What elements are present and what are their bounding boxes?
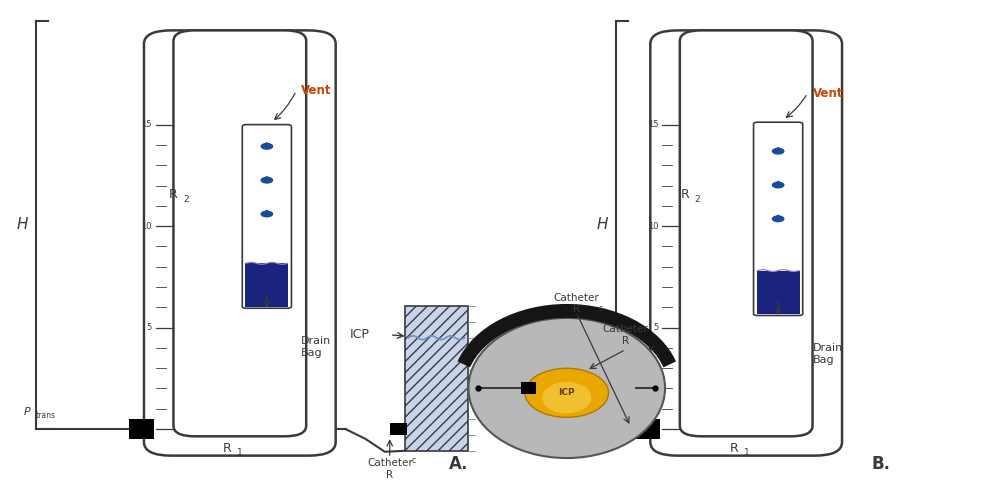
Text: 10: 10 xyxy=(648,222,659,231)
Polygon shape xyxy=(772,214,784,218)
Text: Drain
Bag: Drain Bag xyxy=(302,336,331,358)
Text: B.: B. xyxy=(872,454,891,472)
Text: Pump: Pump xyxy=(489,398,515,408)
Text: 1: 1 xyxy=(743,448,749,457)
FancyBboxPatch shape xyxy=(475,390,528,416)
Ellipse shape xyxy=(772,215,785,222)
Polygon shape xyxy=(261,209,272,213)
Ellipse shape xyxy=(542,382,592,413)
FancyBboxPatch shape xyxy=(651,30,842,456)
Ellipse shape xyxy=(260,210,273,218)
FancyBboxPatch shape xyxy=(679,30,812,436)
Text: P: P xyxy=(604,407,611,417)
Text: Catheter
R: Catheter R xyxy=(367,458,412,480)
Text: 10: 10 xyxy=(141,222,152,231)
Polygon shape xyxy=(772,147,784,150)
Text: Vent: Vent xyxy=(302,84,331,97)
Text: 0: 0 xyxy=(653,425,659,433)
Ellipse shape xyxy=(772,182,785,188)
Text: trans: trans xyxy=(35,412,56,420)
Text: c: c xyxy=(411,456,415,465)
Ellipse shape xyxy=(260,143,273,150)
FancyBboxPatch shape xyxy=(753,122,803,316)
Text: c: c xyxy=(651,344,655,353)
Text: R: R xyxy=(169,188,177,201)
Bar xyxy=(246,263,289,307)
Bar xyxy=(521,382,536,394)
Bar xyxy=(404,306,468,451)
Text: R: R xyxy=(223,442,232,455)
Text: R: R xyxy=(680,188,689,201)
Text: 15: 15 xyxy=(141,120,152,129)
Text: 0: 0 xyxy=(147,425,152,433)
Polygon shape xyxy=(261,176,272,180)
Text: H: H xyxy=(17,217,28,232)
Text: P: P xyxy=(24,407,31,417)
Text: 5: 5 xyxy=(147,323,152,332)
Text: 2: 2 xyxy=(695,195,700,204)
Bar xyxy=(129,419,154,439)
Text: ICP: ICP xyxy=(350,328,370,341)
Polygon shape xyxy=(772,181,784,185)
Bar xyxy=(756,271,800,314)
Ellipse shape xyxy=(525,368,608,417)
Bar xyxy=(389,423,407,435)
Ellipse shape xyxy=(260,177,273,184)
Text: R: R xyxy=(730,442,739,455)
Text: 1: 1 xyxy=(238,448,244,457)
FancyBboxPatch shape xyxy=(144,30,335,456)
Bar xyxy=(636,419,661,439)
Text: H: H xyxy=(597,217,608,232)
Text: 2: 2 xyxy=(183,195,189,204)
Text: A.: A. xyxy=(449,454,468,472)
Text: 5: 5 xyxy=(653,323,659,332)
Polygon shape xyxy=(261,142,272,146)
FancyBboxPatch shape xyxy=(174,30,307,436)
Text: ICP: ICP xyxy=(558,388,575,397)
Text: c: c xyxy=(599,304,602,313)
Text: Vent: Vent xyxy=(812,87,843,100)
Ellipse shape xyxy=(468,318,666,458)
Text: Drain
Bag: Drain Bag xyxy=(812,343,843,365)
FancyBboxPatch shape xyxy=(243,125,292,308)
Ellipse shape xyxy=(772,148,785,155)
Text: trans: trans xyxy=(616,412,636,420)
Text: Catheter
R: Catheter R xyxy=(554,293,599,314)
Text: 15: 15 xyxy=(648,120,659,129)
Text: Catheter
R: Catheter R xyxy=(602,324,649,346)
